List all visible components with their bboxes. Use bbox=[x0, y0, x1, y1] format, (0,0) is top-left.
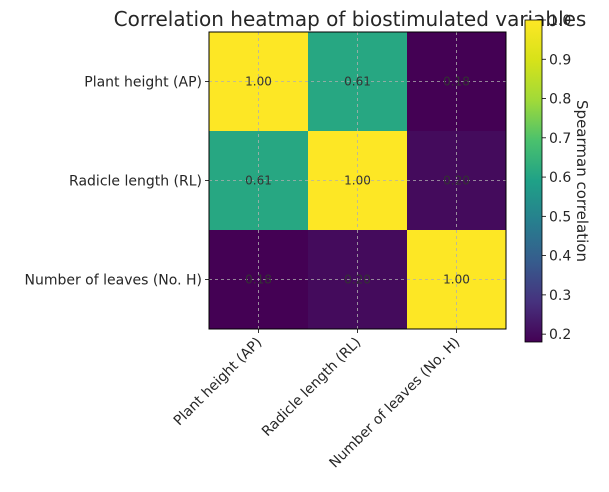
cell-value-label: 1.00 bbox=[344, 174, 371, 188]
colorbar-tick-label: 1.0 bbox=[549, 13, 571, 29]
y-tick-label: Plant height (AP) bbox=[84, 75, 202, 91]
colorbar-ticks: 0.2 0.3 0.4 0.5 0.6 0.7 0.8 0.9 1.0 bbox=[542, 13, 571, 343]
colorbar-frame bbox=[524, 19, 543, 343]
cell-value-label: 0.18 bbox=[245, 273, 272, 287]
chart-title: Correlation heatmap of biostimulated var… bbox=[114, 7, 587, 31]
cell-value-labels: 1.00 0.61 0.18 0.61 1.00 0.20 0.18 0.20 1.00 bbox=[245, 75, 470, 287]
colorbar-tick-label: 0.2 bbox=[549, 327, 571, 343]
grid-lines bbox=[209, 32, 506, 329]
y-tick-labels: Plant height (AP) Radicle length (RL) Numb… bbox=[24, 75, 209, 289]
cell-value-label: 0.61 bbox=[245, 174, 272, 188]
cell-value-label: 0.61 bbox=[344, 75, 371, 89]
y-tick-label: Number of leaves (No. H) bbox=[24, 273, 202, 289]
colorbar-tick-label: 0.8 bbox=[549, 92, 571, 108]
cell-value-label: 1.00 bbox=[245, 75, 272, 89]
colorbar bbox=[525, 20, 542, 342]
cell-value-label: 0.20 bbox=[344, 273, 371, 287]
cell-value-label: 0.20 bbox=[443, 174, 470, 188]
x-tick-label: Radicle length (RL) bbox=[259, 335, 364, 440]
x-tick-label: Plant height (AP) bbox=[171, 335, 266, 430]
colorbar-label: Spearman correlation bbox=[573, 100, 591, 262]
colorbar-tick-label: 0.9 bbox=[549, 52, 571, 68]
colorbar-tick-label: 0.7 bbox=[549, 131, 571, 147]
colorbar-tick-label: 0.4 bbox=[549, 249, 571, 265]
colorbar-tick-label: 0.3 bbox=[549, 288, 571, 304]
colorbar-tick-label: 0.5 bbox=[549, 209, 571, 225]
cell-value-label: 1.00 bbox=[443, 273, 470, 287]
x-tick-labels: Plant height (AP)Radicle length (RL)Numb… bbox=[171, 329, 463, 471]
colorbar-tick-label: 0.6 bbox=[549, 170, 571, 186]
cell-value-label: 0.18 bbox=[443, 75, 470, 89]
y-tick-label: Radicle length (RL) bbox=[69, 174, 202, 190]
